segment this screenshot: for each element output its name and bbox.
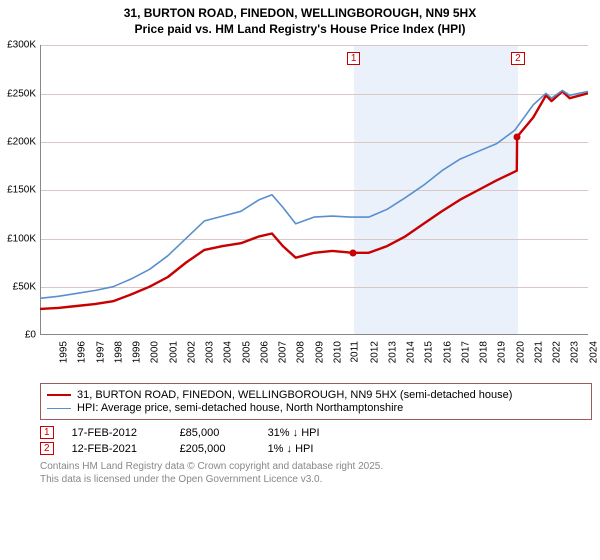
x-tick-label: 2012 [369, 341, 380, 363]
series-property [40, 92, 588, 310]
x-tick-label: 2007 [277, 341, 288, 363]
x-tick-label: 2021 [533, 341, 544, 363]
x-tick-label: 2018 [478, 341, 489, 363]
x-tick-label: 2004 [223, 341, 234, 363]
event-delta: 31% ↓ HPI [268, 427, 358, 439]
marker-badge: 1 [347, 52, 361, 65]
event-delta: 1% ↓ HPI [268, 443, 358, 455]
legend-swatch [47, 408, 71, 409]
y-tick-label: £200K [7, 136, 36, 147]
x-tick-label: 2014 [405, 341, 416, 363]
event-date: 17-FEB-2012 [72, 427, 162, 439]
x-tick-label: 2017 [460, 341, 471, 363]
x-tick-label: 2011 [350, 341, 361, 363]
event-row: 2 12-FEB-2021 £205,000 1% ↓ HPI [40, 442, 592, 455]
x-tick-label: 2015 [424, 341, 435, 363]
x-tick-label: 1999 [131, 341, 142, 363]
y-tick-label: £150K [7, 185, 36, 196]
marker-badge: 2 [511, 52, 525, 65]
legend-label: HPI: Average price, semi-detached house,… [77, 402, 403, 414]
event-badge: 2 [40, 442, 54, 455]
x-tick-label: 2005 [241, 341, 252, 363]
x-tick-label: 1997 [95, 341, 106, 363]
marker-dot [514, 134, 521, 141]
footnote-line-2: This data is licensed under the Open Gov… [40, 474, 592, 487]
event-price: £205,000 [180, 443, 250, 455]
x-tick-label: 1995 [58, 341, 69, 363]
x-tick-label: 2010 [332, 341, 343, 363]
chart-container: 31, BURTON ROAD, FINEDON, WELLINGBOROUGH… [0, 0, 600, 560]
x-tick-label: 2001 [168, 341, 179, 363]
line-layer [40, 45, 588, 335]
x-tick-label: 2003 [204, 341, 215, 363]
x-tick-label: 2019 [497, 341, 508, 363]
y-tick-label: £50K [13, 281, 36, 292]
y-axis-ticks: £0£50K£100K£150K£200K£250K£300K [0, 45, 38, 335]
plot-area: £0£50K£100K£150K£200K£250K£300K 19951996… [40, 45, 588, 335]
event-list: 1 17-FEB-2012 £85,000 31% ↓ HPI 2 12-FEB-2021… [40, 426, 592, 455]
title-line-1: 31, BURTON ROAD, FINEDON, WELLINGBOROUGH… [0, 6, 600, 22]
legend-item: HPI: Average price, semi-detached house,… [47, 402, 585, 414]
y-tick-label: £100K [7, 233, 36, 244]
x-tick-label: 2016 [442, 341, 453, 363]
x-tick-label: 2020 [515, 341, 526, 363]
event-date: 12-FEB-2021 [72, 443, 162, 455]
chart-title: 31, BURTON ROAD, FINEDON, WELLINGBOROUGH… [0, 0, 600, 37]
footnote-line-1: Contains HM Land Registry data © Crown c… [40, 461, 592, 474]
legend-item: 31, BURTON ROAD, FINEDON, WELLINGBOROUGH… [47, 389, 585, 401]
x-tick-label: 2000 [150, 341, 161, 363]
marker-dot [349, 250, 356, 257]
x-axis-ticks: 1995 1996 1997 1998 1999 2000 2001 2002 2003 2004… [40, 337, 588, 377]
x-tick-label: 1996 [77, 341, 88, 363]
x-tick-label: 2009 [314, 341, 325, 363]
y-tick-label: £250K [7, 88, 36, 99]
x-tick-label: 1998 [113, 341, 124, 363]
series-hpi [40, 91, 588, 299]
y-tick-label: £0 [25, 330, 36, 341]
legend-label: 31, BURTON ROAD, FINEDON, WELLINGBOROUGH… [77, 389, 512, 401]
event-price: £85,000 [180, 427, 250, 439]
title-line-2: Price paid vs. HM Land Registry's House … [0, 22, 600, 38]
footnote: Contains HM Land Registry data © Crown c… [40, 461, 592, 486]
event-badge: 1 [40, 426, 54, 439]
x-tick-label: 2008 [296, 341, 307, 363]
legend: 31, BURTON ROAD, FINEDON, WELLINGBOROUGH… [40, 383, 592, 420]
x-tick-label: 2002 [186, 341, 197, 363]
x-tick-label: 2023 [570, 341, 581, 363]
x-tick-label: 2006 [259, 341, 270, 363]
y-tick-label: £300K [7, 40, 36, 51]
x-tick-label: 2024 [588, 341, 599, 363]
event-row: 1 17-FEB-2012 £85,000 31% ↓ HPI [40, 426, 592, 439]
x-tick-label: 2022 [551, 341, 562, 363]
legend-swatch [47, 394, 71, 396]
x-tick-label: 2013 [387, 341, 398, 363]
